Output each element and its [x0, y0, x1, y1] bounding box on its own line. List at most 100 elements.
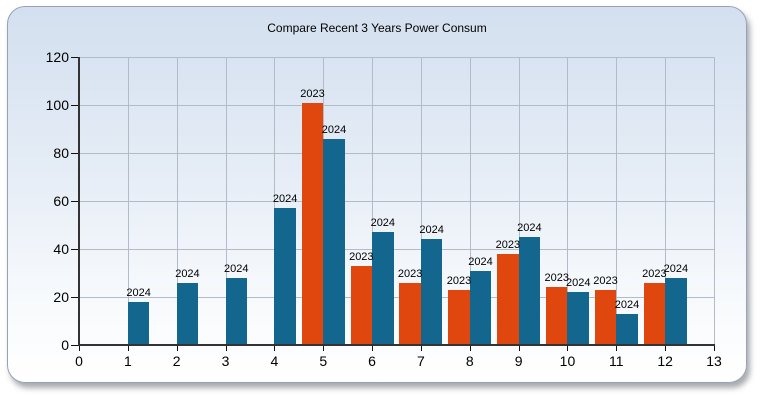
bar-2024-month-10 [567, 292, 589, 345]
x-tick-label: 11 [609, 353, 624, 369]
v-gridline [225, 57, 227, 345]
v-gridline [469, 57, 471, 345]
bar-2024-month-7 [420, 239, 443, 345]
v-gridline [714, 57, 715, 345]
x-axis-tick [518, 346, 520, 351]
bar-label-2024-month-11: 2024 [614, 298, 640, 311]
bar-label-2024-month-5: 2024 [321, 123, 347, 136]
bar-2023-month-6 [350, 265, 373, 345]
h-gridline [79, 105, 714, 106]
x-axis-tick [176, 346, 178, 351]
x-axis-tick [225, 346, 227, 351]
v-gridline [127, 57, 129, 345]
x-axis-tick [274, 346, 276, 351]
chart-panel: Compare Recent 3 Years Power Consum 0 20 4… [7, 6, 747, 383]
v-gridline [665, 57, 667, 345]
y-axis-tick [71, 153, 78, 154]
x-axis-tick [469, 346, 471, 351]
x-tick-label: 4 [270, 353, 279, 369]
x-axis-tick [665, 346, 667, 351]
v-gridline [567, 57, 569, 345]
y-axis-tick [71, 297, 78, 298]
v-gridline [274, 57, 276, 345]
y-tick-label: 120 [45, 49, 69, 65]
y-tick-label: 40 [53, 241, 69, 257]
v-gridline [616, 57, 618, 345]
x-tick-label: 2 [172, 353, 181, 369]
bar-label-2023-month-11: 2023 [593, 274, 618, 287]
bar-label-2023-month-6: 2023 [349, 250, 374, 263]
bar-label-2023-month-9: 2023 [495, 238, 521, 251]
v-gridline [518, 57, 520, 345]
y-axis-tick [71, 249, 78, 250]
bar-2023-month-9 [497, 253, 519, 345]
h-gridline [79, 153, 714, 154]
h-gridline [79, 57, 714, 58]
x-tick-label: 10 [559, 353, 576, 369]
y-tick-label: 60 [53, 193, 69, 209]
x-tick-label: 5 [319, 353, 328, 369]
bar-2024-month-11 [616, 313, 638, 345]
bar-label-2024-month-1: 2024 [126, 286, 151, 299]
x-tick-label: 3 [221, 353, 230, 369]
y-tick-label: 0 [61, 337, 69, 353]
bar-label-2024-month-10: 2024 [565, 277, 591, 290]
y-tick-label: 100 [45, 97, 69, 113]
y-tick-label: 80 [53, 145, 69, 161]
chart-title: Compare Recent 3 Years Power Consum [267, 21, 487, 35]
x-tick-label: 1 [123, 353, 132, 369]
bar-label-2023-month-7: 2023 [397, 267, 423, 280]
bar-2024-month-9 [518, 237, 541, 345]
bar-2023-month-7 [399, 282, 421, 345]
x-axis-line [78, 344, 715, 346]
x-axis-tick [127, 346, 129, 351]
y-axis-tick [71, 345, 78, 346]
bar-2024-month-3 [225, 277, 248, 345]
x-axis-tick [616, 346, 618, 351]
y-axis-tick [71, 105, 78, 106]
h-gridline [79, 201, 714, 202]
v-gridline [176, 57, 178, 345]
bar-label-2024-month-3: 2024 [224, 262, 249, 275]
x-tick-label: 9 [514, 353, 523, 369]
bar-label-2024-month-2: 2024 [175, 267, 200, 280]
h-gridline [79, 249, 714, 250]
x-axis-tick [420, 346, 422, 351]
x-axis-tick [372, 346, 374, 351]
bar-2024-month-8 [469, 270, 492, 345]
bar-2023-month-12 [643, 282, 666, 345]
bar-label-2023-month-12: 2023 [642, 267, 667, 280]
y-axis-line [78, 57, 80, 346]
bar-2023-month-8 [448, 289, 470, 345]
y-tick-label: 20 [53, 289, 69, 305]
bar-label-2024-month-8: 2024 [468, 255, 493, 268]
bar-2023-month-11 [594, 289, 617, 345]
v-gridline [372, 57, 374, 345]
bar-2024-month-5 [323, 138, 345, 345]
x-tick-label: 12 [657, 353, 673, 369]
x-axis-tick [567, 346, 569, 351]
bar-2024-month-6 [372, 232, 394, 345]
y-axis-tick [71, 57, 78, 58]
bar-label-2024-month-12: 2024 [663, 262, 689, 275]
bar-label-2023-month-8: 2023 [446, 274, 472, 287]
h-gridline [79, 297, 714, 298]
chart-plot-area: 0 20 40 60 80 100 120 0 1 2 3 4 5 6 7 8 9 10 11 12 13 2024 202… [46, 49, 722, 369]
bar-label-2024-month-4: 2024 [272, 193, 298, 206]
bar-label-2023-month-5: 2023 [300, 87, 325, 100]
x-axis-tick [714, 346, 715, 351]
v-gridline [420, 57, 422, 345]
x-tick-label: 8 [465, 353, 474, 369]
bar-2024-month-4 [274, 208, 296, 345]
bar-2023-month-5 [301, 102, 324, 345]
bar-label-2023-month-10: 2023 [544, 272, 569, 285]
x-axis-tick [79, 346, 80, 351]
bar-label-2024-month-6: 2024 [370, 217, 396, 230]
bar-2024-month-1 [127, 301, 150, 345]
x-tick-label: 13 [706, 353, 722, 369]
x-tick-label: 7 [417, 353, 425, 369]
bar-2023-month-10 [545, 287, 568, 345]
bar-2024-month-12 [665, 277, 687, 345]
bar-label-2024-month-9: 2024 [517, 222, 542, 234]
bar-2024-month-2 [176, 282, 199, 345]
